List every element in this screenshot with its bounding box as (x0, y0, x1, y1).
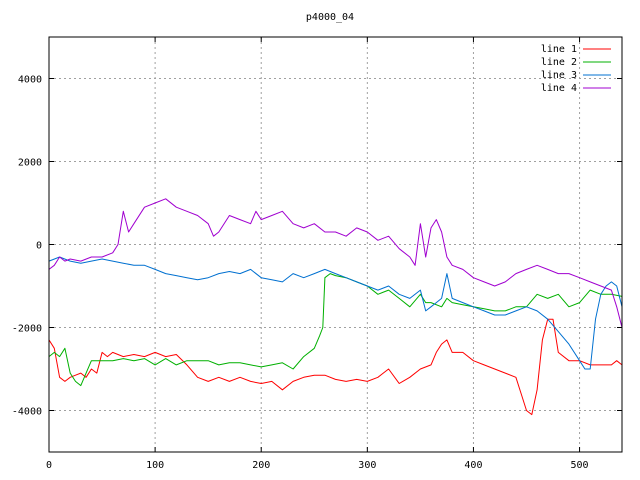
legend: line 1 line 2 line 3 line 4 (541, 44, 611, 94)
series-line-1 (48, 318, 623, 416)
x-tick-label: 100 (146, 460, 164, 471)
legend-label-3: line 3 (541, 70, 577, 81)
x-tick-label: 200 (252, 460, 270, 471)
legend-label-4: line 4 (541, 83, 577, 94)
y-tick-label: 2000 (18, 158, 42, 169)
y-tick-label: -4000 (12, 407, 42, 418)
series-line-3 (48, 256, 623, 370)
axis-ticks: 0 100 200 300 400 500 -4000 -2000 0 2000 4000 (12, 37, 622, 471)
y-tick-label: 0 (36, 241, 42, 252)
x-tick-label: 500 (571, 460, 589, 471)
legend-label-2: line 2 (541, 57, 577, 68)
y-tick-label: 4000 (18, 75, 42, 86)
series-line-4 (48, 198, 623, 328)
series-lines (48, 198, 623, 416)
x-tick-label: 400 (464, 460, 482, 471)
legend-label-1: line 1 (541, 44, 577, 55)
x-tick-label: 0 (46, 460, 52, 471)
y-tick-label: -2000 (12, 324, 42, 335)
grid (49, 37, 622, 452)
chart-title: p4000_04 (306, 12, 354, 23)
x-tick-label: 300 (358, 460, 376, 471)
series-line-2 (48, 273, 623, 387)
